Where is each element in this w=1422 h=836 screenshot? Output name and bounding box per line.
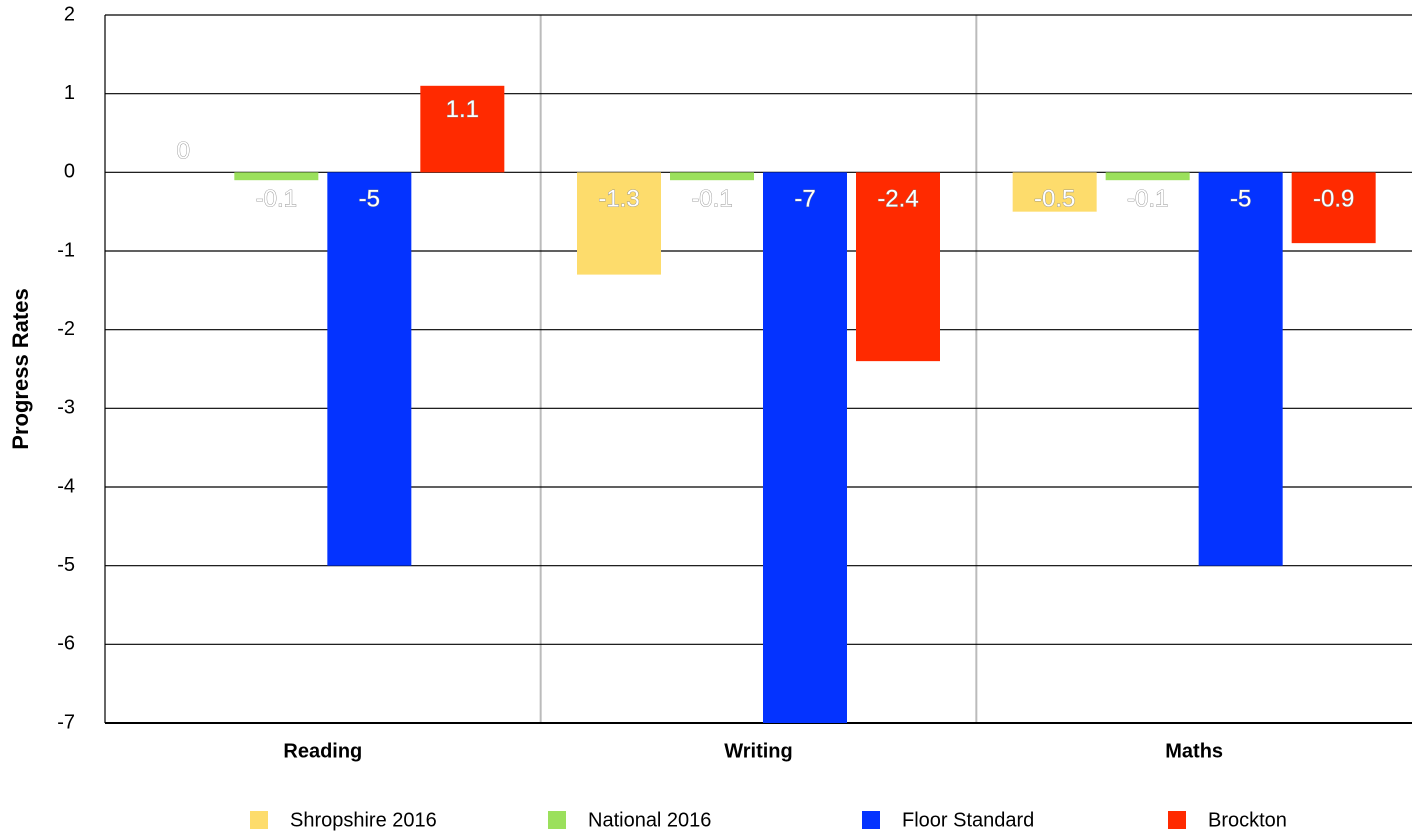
x-tick-label: Reading	[283, 740, 362, 762]
y-tick-label: -4	[57, 475, 75, 497]
x-tick-label: Maths	[1165, 740, 1223, 762]
data-label: -5	[1230, 186, 1251, 213]
y-tick-label: 2	[64, 3, 75, 25]
y-tick-label: -5	[57, 554, 75, 576]
bar	[1012, 172, 1097, 212]
legend-swatch	[548, 811, 566, 829]
data-label: -5	[359, 186, 380, 213]
legend-label: Shropshire 2016	[290, 809, 437, 831]
y-tick-label: -2	[57, 318, 75, 340]
y-tick-label: -6	[57, 633, 75, 655]
bar	[420, 85, 505, 173]
y-tick-label: -7	[57, 711, 75, 733]
bar	[327, 172, 412, 566]
bar	[234, 172, 319, 181]
legend-label: National 2016	[588, 809, 711, 831]
bar	[1198, 172, 1283, 566]
bar	[670, 172, 754, 181]
bar	[1291, 172, 1376, 244]
y-tick-label: -3	[57, 397, 75, 419]
legend-swatch	[250, 811, 268, 829]
x-tick-label: Writing	[724, 740, 793, 762]
legend-swatch	[862, 811, 880, 829]
bar	[1105, 172, 1190, 181]
legend-swatch	[1168, 811, 1186, 829]
data-label: -1.3	[598, 186, 639, 213]
legend-label: Floor Standard	[902, 809, 1034, 831]
data-label: -0.5	[1034, 186, 1075, 213]
data-label: -0.9	[1313, 186, 1354, 213]
bar	[763, 172, 847, 724]
y-tick-label: 1	[64, 82, 75, 104]
data-label: -0.1	[256, 186, 297, 213]
bar	[577, 172, 661, 275]
data-label: 0	[177, 138, 190, 165]
data-label: 1.1	[446, 96, 479, 123]
y-tick-label: -1	[57, 239, 75, 261]
legend-label: Brockton	[1208, 809, 1287, 831]
y-axis-label: Progress Rates	[8, 288, 33, 449]
data-label: -0.1	[691, 186, 732, 213]
bar	[856, 172, 940, 362]
data-label: -2.4	[877, 186, 918, 213]
data-label: -7	[794, 186, 815, 213]
data-label: -0.1	[1127, 186, 1168, 213]
y-tick-label: 0	[64, 161, 75, 183]
